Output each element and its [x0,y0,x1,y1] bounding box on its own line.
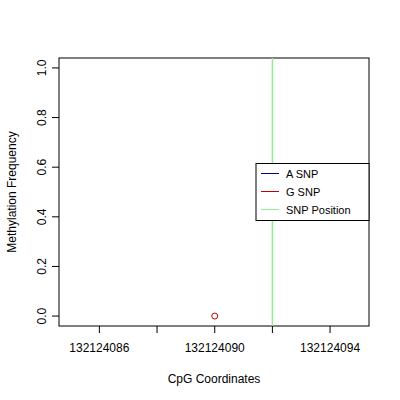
y-tick [52,167,59,168]
legend-swatch [261,209,279,210]
chart: 132124086 132124090 132124094 0.0 0.2 0.4 0.6 0… [0,0,400,400]
x-axis-label: CpG Coordinates [168,372,261,386]
y-tick-label: 0.2 [35,258,49,275]
legend-label: A SNP [286,168,318,180]
y-tick [52,316,59,317]
y-tick-label: 0.4 [35,208,49,225]
legend-label: SNP Position [286,204,351,216]
y-tick-label: 1.0 [35,59,49,76]
y-tick-label: 0.6 [35,159,49,176]
y-axis-label: Methylation Frequency [5,131,19,252]
x-tick [272,326,273,333]
x-tick-label: 132124090 [185,341,245,355]
legend-label: G SNP [286,186,320,198]
y-tick [52,117,59,118]
y-tick-label: 0.0 [35,307,49,324]
x-tick [330,326,331,333]
x-tick [214,326,215,333]
legend: A SNP G SNP SNP Position [256,164,369,221]
y-tick [52,266,59,267]
legend-swatch [261,173,279,174]
y-tick-label: 0.8 [35,109,49,126]
x-tick-label: 132124086 [69,341,129,355]
x-tick [99,326,100,333]
y-tick [52,216,59,217]
legend-box [256,164,369,221]
legend-swatch [261,191,279,192]
plot-frame [59,58,369,326]
x-tick-label: 132124094 [300,341,360,355]
x-tick [157,326,158,333]
y-tick [52,67,59,68]
point [212,313,218,319]
